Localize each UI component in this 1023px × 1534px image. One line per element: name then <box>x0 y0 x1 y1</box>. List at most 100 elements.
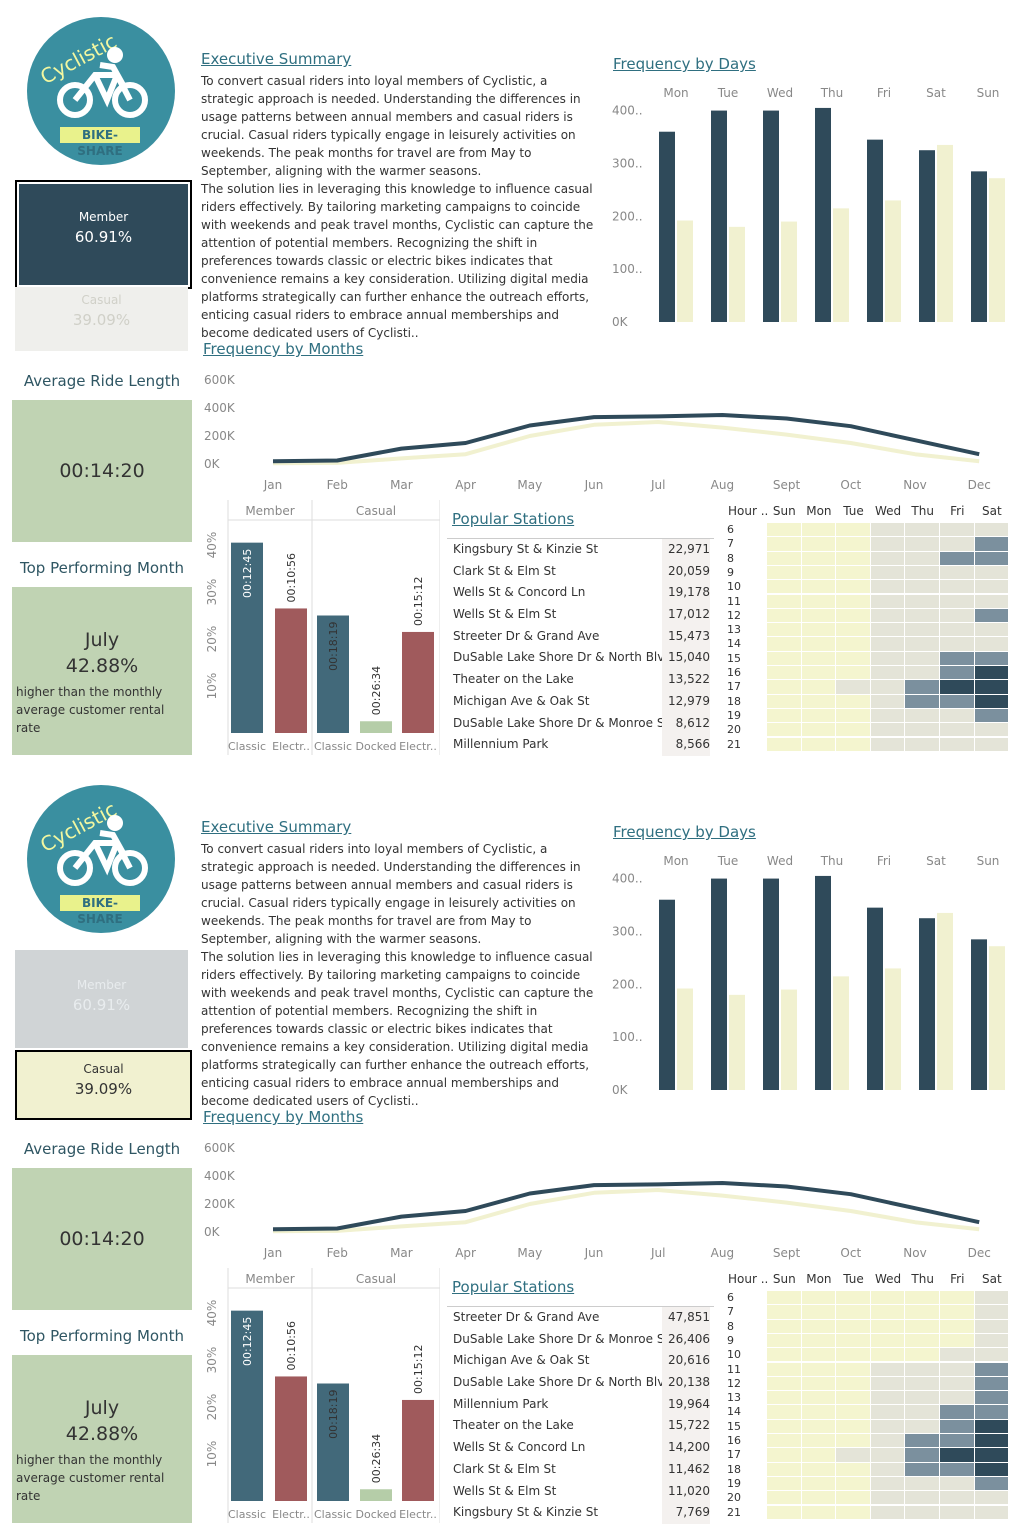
heatmap-cell <box>800 1318 837 1334</box>
heatmap-hour-label: 14 <box>727 637 741 651</box>
heatmap-cell <box>939 622 975 638</box>
heatmap-hour-label: 13 <box>727 1391 741 1405</box>
summary-paragraph: To convert casual riders into loyal memb… <box>201 842 585 946</box>
heatmap-hour-label: 9 <box>727 565 734 579</box>
x-tick-label: Thu <box>820 854 844 868</box>
y-tick-label: 30% <box>205 579 219 606</box>
x-tick-label: Apr <box>455 478 476 492</box>
y-tick-label: 20% <box>205 626 219 653</box>
x-tick-label: Jul <box>650 1246 665 1260</box>
heatmap-cell <box>904 736 940 752</box>
heatmap-cell <box>800 1304 837 1320</box>
heatmap-cell <box>835 536 871 552</box>
heatmap-cell <box>904 1404 940 1420</box>
heatmap-cell <box>766 1475 802 1492</box>
heatmap-cell <box>869 607 906 624</box>
heatmap-hour-label: 10 <box>727 580 741 594</box>
heatmap-cell <box>939 1375 975 1392</box>
heatmap-cell <box>939 579 975 595</box>
heatmap-hour-label: 16 <box>727 666 741 679</box>
station-count: 15,473 <box>662 625 710 648</box>
heatmap-cell <box>904 707 940 724</box>
heatmap-cell <box>766 622 802 638</box>
heatmap-cell <box>904 1432 940 1449</box>
heatmap-hour-label: 8 <box>727 551 734 565</box>
heatmap-cell <box>835 1390 871 1406</box>
member-bar <box>867 139 883 322</box>
member-label: Member <box>76 978 127 992</box>
heatmap-hour-label: 15 <box>727 1419 741 1433</box>
heatmap-cell <box>835 607 871 624</box>
ride-type-chart: Member Casual 40% 30% 20% 10% 00:12:45 Classic 0… <box>205 1268 440 1523</box>
heatmap-cell <box>800 521 837 538</box>
heatmap-cell <box>766 1447 802 1463</box>
x-tick-label: Electr.. <box>272 740 310 753</box>
station-count: 7,769 <box>662 1502 710 1524</box>
station-count: 12,979 <box>662 690 710 713</box>
y-tick-label: 200.. <box>612 209 643 223</box>
heatmap-cell <box>939 564 975 581</box>
heatmap-cell <box>904 1332 940 1349</box>
station-count: 15,040 <box>662 647 710 670</box>
heatmap-cell <box>869 622 906 638</box>
heatmap-cell <box>904 1347 940 1363</box>
cyclistic-logo: Cyclistic BIKE-SHARE <box>27 17 175 165</box>
station-count: 17,012 <box>662 604 710 626</box>
heatmap-cell <box>939 1447 975 1463</box>
member-value: 60.91% <box>72 996 131 1014</box>
heatmap-hour-label: 19 <box>727 708 741 722</box>
heatmap-cell <box>800 664 837 681</box>
heatmap-cell <box>800 1447 837 1463</box>
heatmap-cell <box>973 1318 1010 1334</box>
station-count: 14,200 <box>662 1437 710 1459</box>
member-bar <box>971 939 987 1090</box>
station-count: 11,020 <box>662 1480 710 1503</box>
heatmap-cell <box>904 607 940 624</box>
logo-badge: BIKE-SHARE <box>60 127 140 158</box>
x-tick-label: Sat <box>926 86 946 100</box>
heatmap-cell <box>973 593 1010 609</box>
y-tick-label: 400.. <box>612 872 643 886</box>
summary-paragraph: The solution lies in leveraging this kno… <box>201 950 598 1108</box>
heatmap-cell <box>800 1361 837 1377</box>
top-month-pct: 42.88% <box>65 655 139 677</box>
heatmap-cell <box>973 536 1010 552</box>
heatmap-cell <box>800 593 837 609</box>
member-line <box>272 413 980 464</box>
station-name: Kingsbury St & Kinzie St <box>453 1505 599 1520</box>
member-filter-button[interactable]: Member 60.91% <box>15 180 192 289</box>
station-row: Streeter Dr & Grand Ave 15,473 <box>447 625 714 648</box>
heatmap-cell <box>869 636 906 652</box>
heatmap-cell <box>800 1289 837 1306</box>
avg-ride-card: 00:14:20 <box>12 400 192 542</box>
casual-line <box>272 1188 980 1234</box>
casual-bar <box>833 208 849 322</box>
avg-ride-value: 00:14:20 <box>59 1228 145 1250</box>
station-row: Streeter Dr & Grand Ave 47,851 <box>447 1307 714 1329</box>
station-row: Michigan Ave & Oak St 20,616 <box>447 1350 714 1373</box>
group-label-casual: Casual <box>356 1272 396 1286</box>
casual-filter-button[interactable]: Casual 39.09% <box>15 287 188 351</box>
summary-paragraph: The solution lies in leveraging this kno… <box>201 182 598 340</box>
heatmap-cell <box>904 679 940 695</box>
heatmap-cell <box>835 593 871 609</box>
heatmap-hour-label: 18 <box>727 694 741 708</box>
heatmap-cell <box>800 1404 837 1420</box>
heatmap-cell <box>939 1332 975 1349</box>
heatmap-cell <box>973 1418 1010 1435</box>
heatmap-hour-label: 20 <box>727 723 741 737</box>
heatmap-cell <box>869 521 906 538</box>
heatmap-cell <box>766 1375 802 1392</box>
heatmap-cell <box>973 1504 1010 1520</box>
heatmap-cell <box>835 707 871 724</box>
heatmap-cell <box>904 636 940 652</box>
member-filter-button[interactable]: Member 60.91% <box>15 950 188 1048</box>
heatmap-cell <box>800 707 837 724</box>
station-row: Theater on the Lake 15,722 <box>447 1415 714 1438</box>
station-count: 8,612 <box>662 712 710 735</box>
heatmap-cell <box>800 1461 837 1477</box>
heatmap-cell <box>835 550 871 566</box>
ride-type-bar <box>231 1310 263 1501</box>
station-name: Kingsbury St & Kinzie St <box>453 542 599 556</box>
casual-filter-button[interactable]: Casual 39.09% <box>15 1050 192 1120</box>
